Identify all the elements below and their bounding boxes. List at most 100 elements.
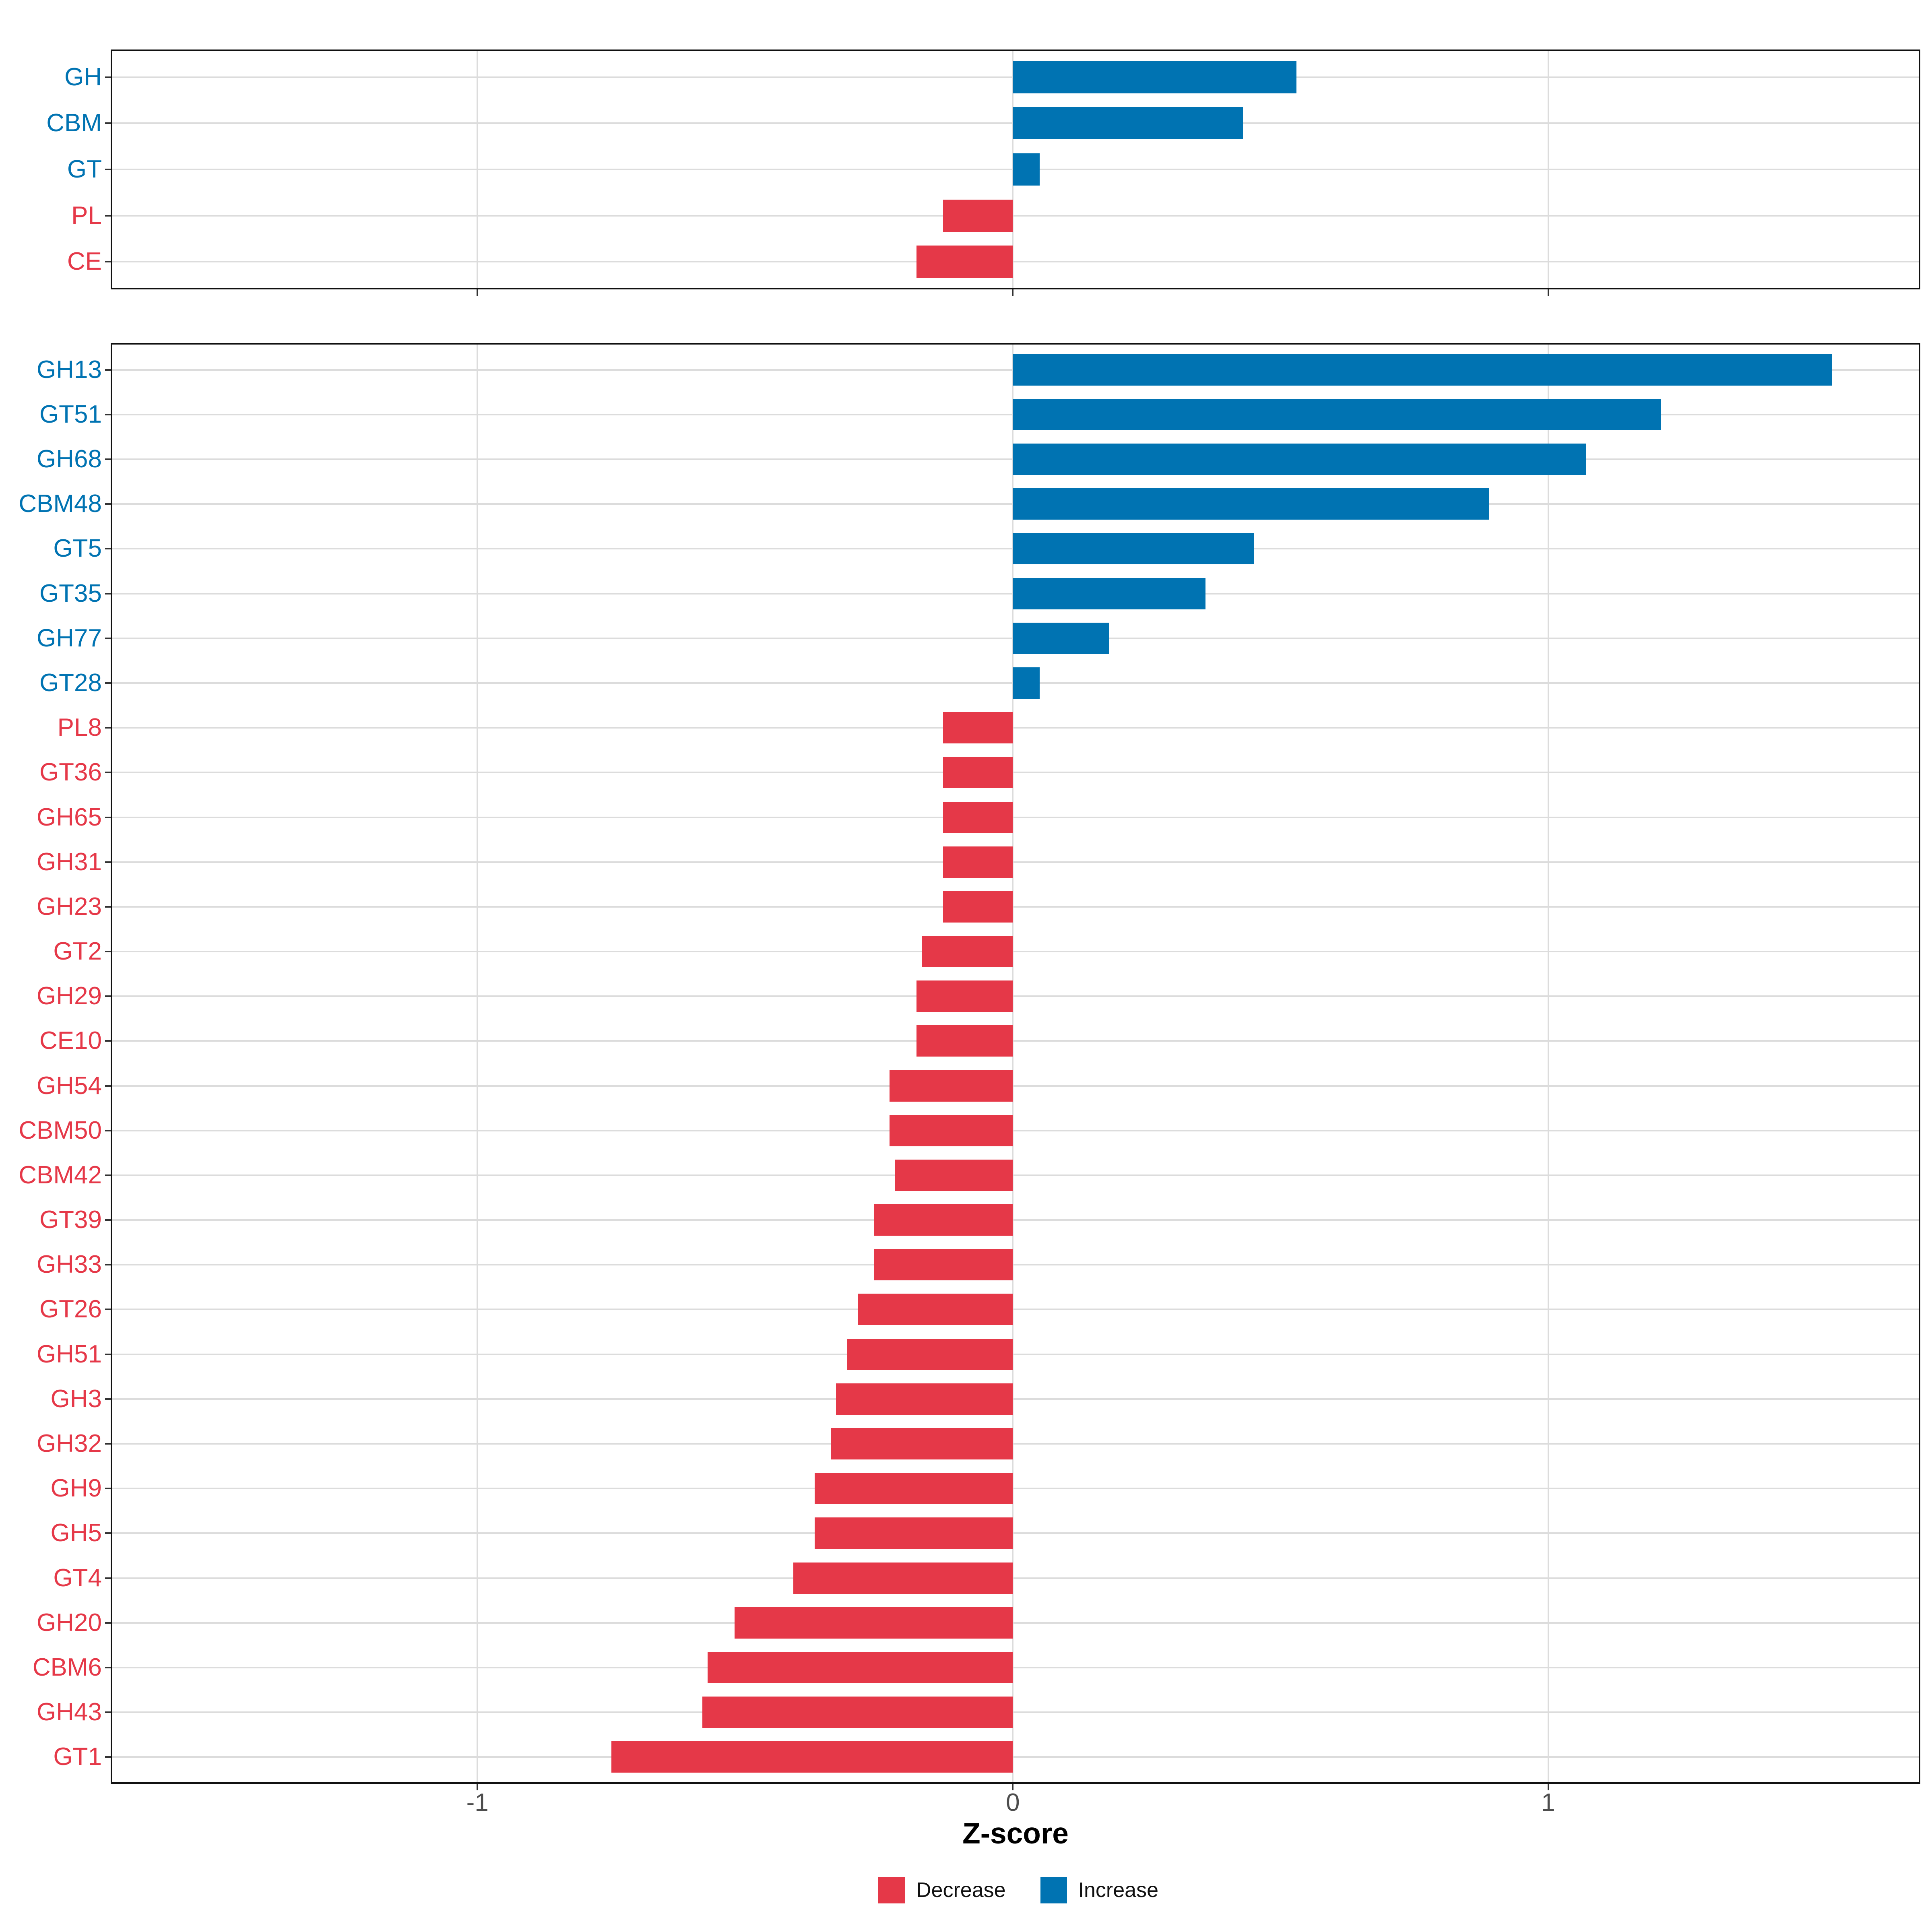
y-axis-tick [105,1309,111,1311]
bar-GT28 [1013,667,1040,699]
y-axis-tick [105,122,111,124]
y-axis-tick [105,1577,111,1579]
y-axis-tick [105,1264,111,1266]
bar-GH23 [943,891,1013,923]
y-axis-label-GH43: GH43 [37,1698,102,1726]
gridline-horizontal [111,1264,1920,1266]
x-axis-tick [477,1784,479,1790]
y-axis-label-GH3: GH3 [50,1385,102,1413]
bar-GH33 [873,1249,1013,1281]
gridline-horizontal [111,1756,1920,1758]
gridline-horizontal [111,861,1920,863]
y-axis-label-GH5: GH5 [50,1519,102,1547]
y-axis-label-GH51: GH51 [37,1340,102,1368]
y-axis-tick [105,637,111,639]
y-axis-tick [105,548,111,550]
bar-GT39 [873,1204,1013,1236]
family-panel [111,343,1920,1784]
gridline-vertical [1012,343,1014,1784]
y-axis-tick [105,1756,111,1758]
gridline-horizontal [111,1040,1920,1042]
y-axis-label-CBM50: CBM50 [19,1116,102,1144]
bar-GH32 [831,1428,1013,1460]
y-axis-tick [105,76,111,78]
bar-GH51 [846,1338,1013,1370]
bar-GT [1013,153,1040,186]
y-axis-label-GT26: GT26 [39,1295,102,1323]
y-axis-label-GH9: GH9 [50,1474,102,1503]
y-axis-label-GT35: GT35 [39,579,102,607]
gridline-horizontal [111,261,1920,263]
gridline-horizontal [111,1711,1920,1713]
y-axis-tick [105,369,111,371]
y-axis-tick [105,1666,111,1668]
y-axis-label-GH31: GH31 [37,848,102,876]
bar-CBM42 [895,1159,1013,1191]
y-axis-label-CBM42: CBM42 [19,1161,102,1189]
legend-swatch-increase-icon [1040,1877,1067,1903]
bar-GT36 [943,757,1013,788]
y-axis-label-GH77: GH77 [37,624,102,652]
bar-GH13 [1013,354,1832,386]
y-axis-tick [105,816,111,818]
y-axis-label-GH65: GH65 [37,803,102,831]
y-axis-label-GH68: GH68 [37,445,102,473]
bar-GH68 [1013,444,1586,475]
bar-CE10 [916,1025,1013,1057]
y-axis-label-CE10: CE10 [39,1027,102,1055]
bar-GH54 [890,1070,1013,1102]
x-tick-label: 0 [1006,1789,1020,1816]
bar-CBM6 [708,1651,1013,1683]
x-axis-tick [1547,289,1549,296]
y-axis-tick [105,1398,111,1400]
gridline-horizontal [111,1398,1920,1400]
y-axis-tick [105,995,111,997]
y-axis-tick [105,592,111,594]
x-axis-tick [1012,1784,1014,1790]
y-axis-label-GT28: GT28 [39,669,102,697]
y-axis-tick [105,1443,111,1445]
y-axis-label-PL: PL [71,201,102,229]
bar-GH20 [734,1607,1013,1639]
gridline-horizontal [111,951,1920,953]
class-panel [111,50,1920,289]
y-axis-tick [105,261,111,263]
gridline-horizontal [111,1666,1920,1668]
y-axis-label-GH32: GH32 [37,1430,102,1458]
bar-GH77 [1013,622,1109,654]
y-axis-tick [105,1129,111,1131]
y-axis-tick [105,727,111,729]
legend-label-decrease: Decrease [916,1878,1006,1902]
bar-GH43 [702,1697,1013,1728]
y-axis-label-GH13: GH13 [37,355,102,384]
y-axis-tick [105,458,111,460]
legend: Decrease Increase [878,1877,1158,1903]
y-axis-tick [105,1174,111,1176]
gridline-vertical [1547,343,1549,1784]
bar-CE [916,246,1013,278]
gridline-horizontal [111,1577,1920,1579]
gridline-horizontal [111,1353,1920,1355]
y-axis-tick [105,1085,111,1087]
gridline-horizontal [111,1309,1920,1311]
legend-swatch-decrease-icon [878,1877,905,1903]
y-axis-tick [105,906,111,908]
y-axis-tick [105,215,111,217]
gridline-horizontal [111,772,1920,774]
y-axis-tick [105,861,111,863]
y-axis-label-GH23: GH23 [37,892,102,921]
y-axis-tick [105,503,111,505]
bar-GH5 [815,1517,1013,1549]
bar-GT26 [857,1294,1013,1325]
bar-GT5 [1013,533,1254,565]
y-axis-label-GT1: GT1 [53,1743,102,1771]
y-axis-tick [105,169,111,170]
gridline-horizontal [111,727,1920,729]
y-axis-label-GH29: GH29 [37,982,102,1010]
legend-item-increase: Increase [1040,1877,1158,1903]
y-axis-label-GH54: GH54 [37,1071,102,1100]
gridline-horizontal [111,1219,1920,1221]
y-axis-tick [105,1353,111,1355]
gridline-horizontal [111,1622,1920,1624]
